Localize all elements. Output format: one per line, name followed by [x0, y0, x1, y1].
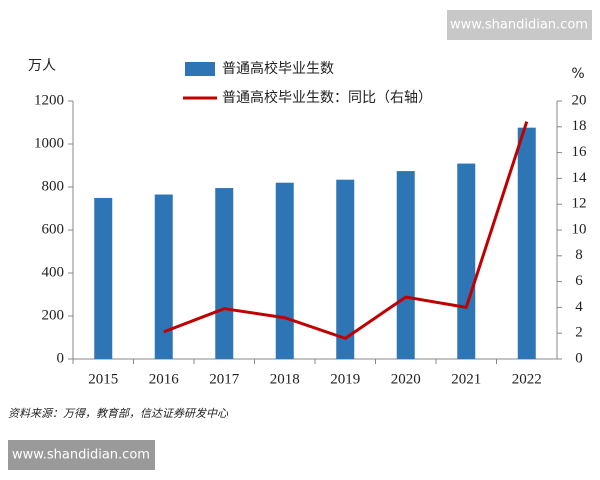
line	[163, 121, 529, 340]
x-tick-label: 2016	[149, 371, 180, 387]
y2-axis-label: %	[571, 66, 584, 82]
y2-tick-label: 4	[575, 299, 583, 315]
legend-label: 普通高校毕业生数：同比（右轴）	[222, 89, 432, 106]
y2-tick-label: 8	[575, 247, 583, 263]
y-axis-label: 万人	[28, 58, 56, 74]
bar	[215, 188, 234, 359]
y2-tick-label: 14	[572, 170, 588, 186]
x-tick-label: 2015	[88, 371, 118, 387]
y2-tick-label: 12	[572, 196, 587, 212]
y-tick-label: 400	[42, 264, 65, 280]
y2-tick-label: 16	[572, 144, 588, 160]
watermark: www.shandidian.com	[12, 448, 150, 463]
x-tick-label: 2021	[451, 371, 481, 387]
x-tick-label: 2018	[270, 371, 300, 387]
source: 资料来源：万得，教育部，信达证券研发中心	[8, 407, 229, 420]
y-tick-label: 0	[57, 350, 65, 366]
y2-tick-label: 20	[572, 92, 587, 108]
y2-tick-label: 6	[575, 273, 583, 289]
y-tick-label: 200	[42, 307, 65, 323]
watermark-box	[8, 440, 155, 470]
x-tick-label: 2019	[330, 371, 360, 387]
x-tick-label: 2022	[512, 371, 542, 387]
watermark-box	[447, 10, 592, 40]
y-tick-label: 1200	[34, 92, 64, 108]
bar	[336, 179, 355, 359]
bar	[94, 197, 113, 359]
bar	[154, 194, 173, 359]
x-tick-label: 2020	[391, 371, 421, 387]
watermark: www.shandidian.com	[450, 18, 588, 33]
legend-swatch	[185, 62, 215, 76]
y-tick-label: 800	[42, 178, 65, 194]
x-tick-label: 2017	[209, 371, 240, 387]
bar	[457, 163, 476, 359]
y2-tick-label: 0	[575, 350, 583, 366]
y-tick-label: 600	[42, 221, 65, 237]
legend-label: 普通高校毕业生数	[222, 60, 334, 77]
y2-tick-label: 2	[575, 325, 583, 341]
y-tick-label: 1000	[34, 135, 64, 151]
bar	[275, 182, 294, 359]
bar	[396, 171, 415, 359]
bar	[517, 127, 536, 359]
y2-tick-label: 18	[572, 118, 587, 134]
y2-tick-label: 10	[572, 221, 587, 237]
